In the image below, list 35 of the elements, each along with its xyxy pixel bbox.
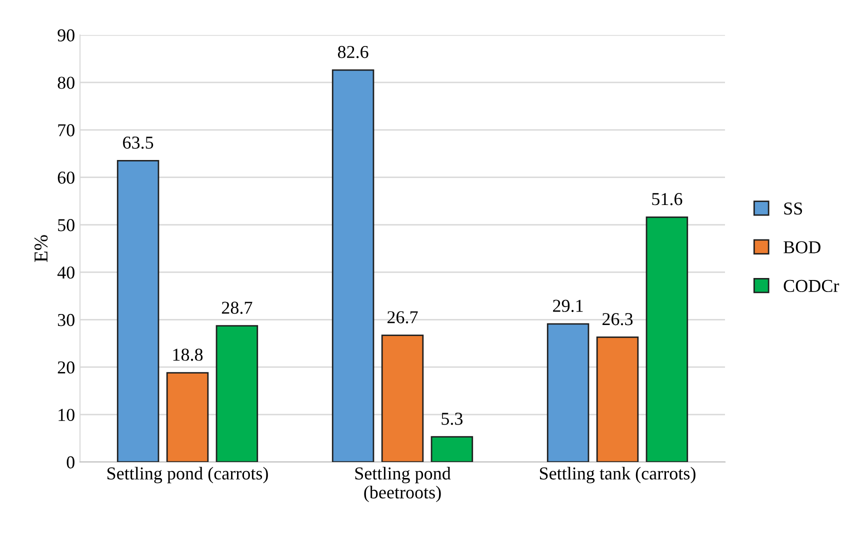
x-tick-label: Settling pond (carrots) bbox=[107, 466, 268, 484]
y-tick-label: 50 bbox=[58, 219, 74, 232]
y-tick-label: 40 bbox=[57, 266, 74, 279]
bar bbox=[332, 69, 374, 462]
x-tick-label: Settling pond (beetroots) bbox=[355, 466, 451, 502]
data-label: 63.5 bbox=[123, 136, 154, 149]
legend-label: CODCr bbox=[784, 280, 840, 292]
data-label: 51.6 bbox=[652, 193, 682, 206]
data-label: 28.7 bbox=[222, 302, 252, 314]
bar bbox=[216, 325, 258, 462]
y-tick-label: 80 bbox=[58, 76, 74, 89]
data-label: 26.7 bbox=[387, 311, 418, 324]
bar bbox=[430, 436, 474, 462]
y-tick-label: 70 bbox=[58, 124, 74, 136]
legend-label: SS bbox=[784, 202, 802, 215]
bar bbox=[646, 216, 688, 462]
bar bbox=[116, 160, 160, 462]
y-tick-label: 90 bbox=[58, 29, 74, 42]
data-label: 5.3 bbox=[442, 412, 463, 425]
y-tick-label: 10 bbox=[58, 408, 74, 421]
y-tick-label: 0 bbox=[66, 456, 74, 468]
bar bbox=[546, 323, 590, 462]
y-tick-label: 30 bbox=[58, 314, 74, 326]
bar bbox=[381, 334, 424, 462]
legend-label: BOD bbox=[784, 241, 820, 254]
y-axis-title: E% bbox=[34, 235, 48, 262]
data-label: 29.1 bbox=[553, 300, 583, 312]
bar bbox=[596, 336, 639, 462]
data-label: 26.3 bbox=[602, 313, 633, 326]
y-tick-label: 60 bbox=[58, 172, 74, 184]
y-tick-label: 20 bbox=[58, 361, 74, 374]
data-label: 18.8 bbox=[173, 348, 203, 361]
data-label: 82.6 bbox=[338, 46, 368, 58]
x-tick-label: Settling tank (carrots) bbox=[540, 466, 696, 484]
bar bbox=[166, 372, 209, 462]
